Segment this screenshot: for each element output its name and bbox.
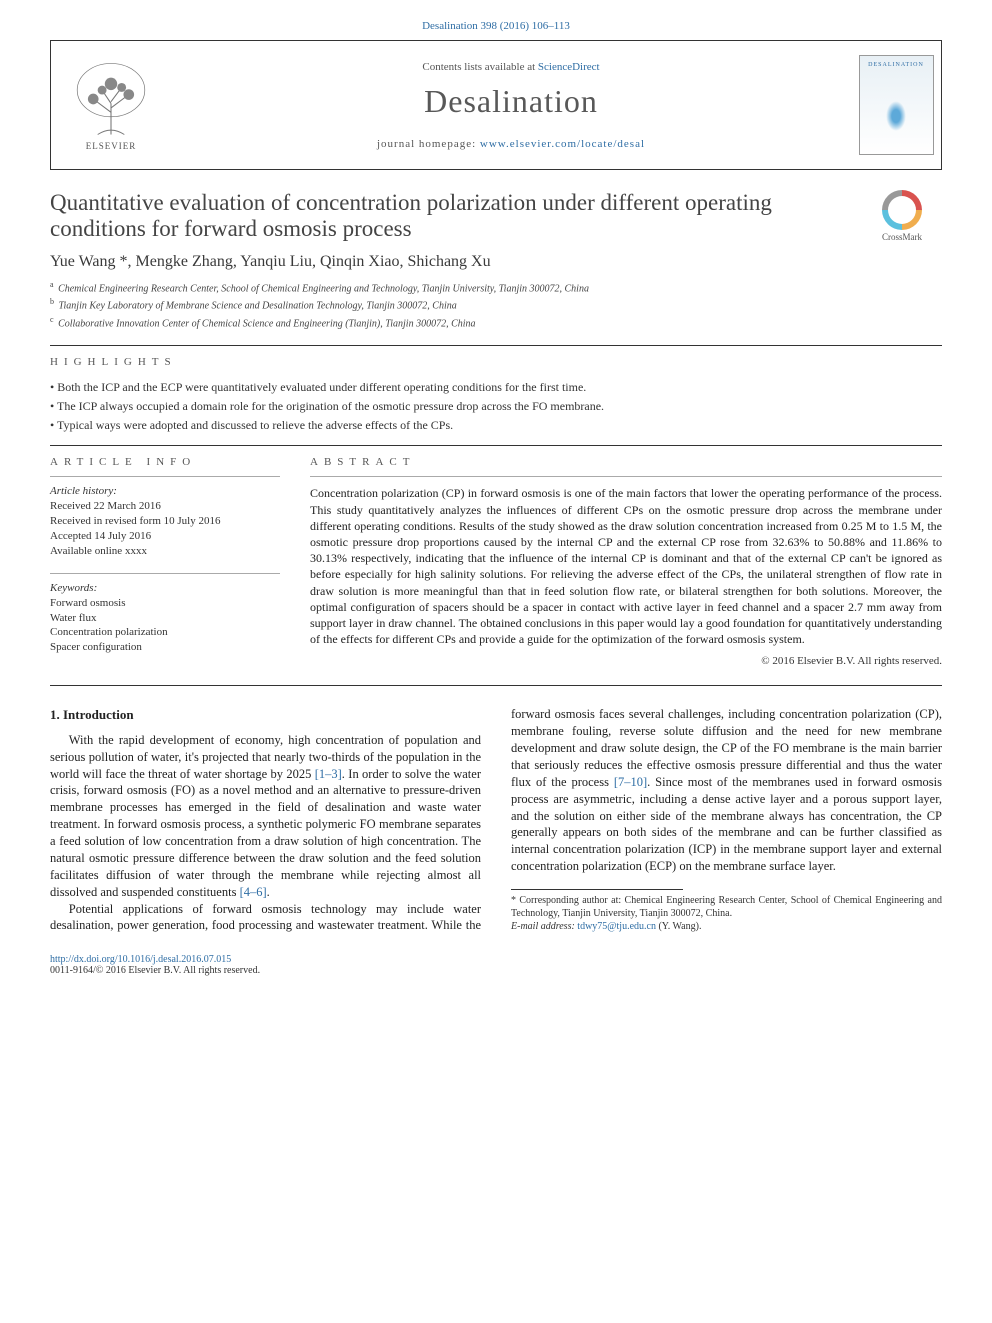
body-two-column: 1. Introduction With the rapid developme… bbox=[50, 706, 942, 934]
header-center: Contents lists available at ScienceDirec… bbox=[171, 61, 851, 150]
abstract-column: abstract Concentration polarization (CP)… bbox=[310, 456, 942, 667]
top-citation-link[interactable]: Desalination 398 (2016) 106–113 bbox=[422, 20, 570, 32]
affiliation: b Tianjin Key Laboratory of Membrane Sci… bbox=[50, 296, 942, 313]
affiliation-sup: a bbox=[50, 280, 54, 289]
thin-divider bbox=[310, 476, 942, 477]
keyword: Water flux bbox=[50, 611, 280, 626]
journal-header: ELSEVIER Contents lists available at Sci… bbox=[50, 40, 942, 170]
highlight-item: The ICP always occupied a domain role fo… bbox=[50, 397, 942, 416]
history-line: Accepted 14 July 2016 bbox=[50, 529, 280, 544]
contents-prefix: Contents lists available at bbox=[422, 61, 537, 73]
thin-divider bbox=[50, 476, 280, 477]
publisher-name: ELSEVIER bbox=[86, 141, 137, 151]
crossmark-label: CrossMark bbox=[882, 232, 922, 242]
highlight-item: Both the ICP and the ECP were quantitati… bbox=[50, 378, 942, 397]
copyright-line: © 2016 Elsevier B.V. All rights reserved… bbox=[310, 655, 942, 667]
section-heading-introduction: 1. Introduction bbox=[50, 706, 481, 724]
issn-copyright-line: 0011-9164/© 2016 Elsevier B.V. All right… bbox=[50, 965, 942, 976]
abstract-text: Concentration polarization (CP) in forwa… bbox=[310, 485, 942, 647]
affiliations-block: a Chemical Engineering Research Center, … bbox=[50, 279, 942, 331]
authors-line: Yue Wang *, Mengke Zhang, Yanqiu Liu, Qi… bbox=[50, 253, 942, 271]
email-suffix: (Y. Wang). bbox=[656, 921, 702, 932]
article-history-lines: Received 22 March 2016 Received in revis… bbox=[50, 499, 280, 558]
divider bbox=[50, 685, 942, 686]
history-line: Received in revised form 10 July 2016 bbox=[50, 514, 280, 529]
divider bbox=[50, 445, 942, 446]
elsevier-tree-icon bbox=[66, 59, 156, 139]
homepage-prefix: journal homepage: bbox=[377, 138, 480, 150]
affiliation-text: Collaborative Innovation Center of Chemi… bbox=[58, 318, 475, 329]
journal-title: Desalination bbox=[171, 83, 851, 120]
crossmark-icon bbox=[882, 190, 922, 230]
affiliation-sup: c bbox=[50, 315, 54, 324]
footnote-email-line: E-mail address: tdwy75@tju.edu.cn (Y. Wa… bbox=[511, 920, 942, 933]
cover-thumbnail-block: DESALINATION bbox=[851, 41, 941, 169]
crossmark-badge[interactable]: CrossMark bbox=[862, 190, 942, 242]
email-link[interactable]: tdwy75@tju.edu.cn bbox=[577, 921, 656, 932]
footnote-line: * Corresponding author at: Chemical Engi… bbox=[511, 894, 942, 920]
keyword: Spacer configuration bbox=[50, 640, 280, 655]
publisher-logo-block: ELSEVIER bbox=[51, 41, 171, 169]
article-info-column: article info Article history: Received 2… bbox=[50, 456, 280, 667]
top-citation: Desalination 398 (2016) 106–113 bbox=[50, 20, 942, 32]
email-label: E-mail address: bbox=[511, 921, 577, 932]
footer-block: http://dx.doi.org/10.1016/j.desal.2016.0… bbox=[50, 954, 942, 976]
history-line: Received 22 March 2016 bbox=[50, 499, 280, 514]
doi-link[interactable]: http://dx.doi.org/10.1016/j.desal.2016.0… bbox=[50, 954, 231, 965]
keyword: Forward osmosis bbox=[50, 596, 280, 611]
cover-title-text: DESALINATION bbox=[860, 56, 933, 68]
paragraph-text: . bbox=[267, 885, 270, 899]
journal-homepage-link[interactable]: www.elsevier.com/locate/desal bbox=[480, 138, 645, 150]
sciencedirect-link[interactable]: ScienceDirect bbox=[538, 61, 600, 73]
affiliation-text: Tianjin Key Laboratory of Membrane Scien… bbox=[59, 301, 457, 312]
affiliation: c Collaborative Innovation Center of Che… bbox=[50, 314, 942, 331]
corresponding-author-footnote: * Corresponding author at: Chemical Engi… bbox=[511, 894, 942, 933]
affiliation: a Chemical Engineering Research Center, … bbox=[50, 279, 942, 296]
journal-cover-thumbnail: DESALINATION bbox=[859, 55, 934, 155]
highlights-block: Both the ICP and the ECP were quantitati… bbox=[50, 378, 942, 436]
intro-paragraph: With the rapid development of economy, h… bbox=[50, 732, 481, 901]
citation-link[interactable]: [4–6] bbox=[240, 885, 267, 899]
affiliation-sup: b bbox=[50, 297, 54, 306]
abstract-label: abstract bbox=[310, 456, 942, 468]
citation-link[interactable]: [7–10] bbox=[614, 775, 647, 789]
article-info-label: article info bbox=[50, 456, 280, 468]
affiliation-text: Chemical Engineering Research Center, Sc… bbox=[58, 283, 589, 294]
paragraph-text: . In order to solve the water crisis, fo… bbox=[50, 767, 481, 882]
highlight-item: Typical ways were adopted and discussed … bbox=[50, 416, 942, 435]
citation-link[interactable]: [1–3] bbox=[315, 767, 342, 781]
highlights-label: HIGHLIGHTS bbox=[50, 356, 942, 368]
keyword: Concentration polarization bbox=[50, 625, 280, 640]
info-abstract-row: article info Article history: Received 2… bbox=[50, 456, 942, 667]
contents-lists-line: Contents lists available at ScienceDirec… bbox=[171, 61, 851, 73]
keywords-head: Keywords: bbox=[50, 582, 280, 594]
footnote-rule bbox=[511, 889, 683, 890]
history-line: Available online xxxx bbox=[50, 544, 280, 559]
keywords-lines: Forward osmosis Water flux Concentration… bbox=[50, 596, 280, 655]
article-title: Quantitative evaluation of concentration… bbox=[50, 190, 842, 243]
thin-divider bbox=[50, 573, 280, 574]
journal-homepage-line: journal homepage: www.elsevier.com/locat… bbox=[171, 138, 851, 150]
paragraph-text: . Since most of the membranes used in fo… bbox=[511, 775, 942, 873]
divider bbox=[50, 345, 942, 346]
article-history-head: Article history: bbox=[50, 485, 280, 497]
